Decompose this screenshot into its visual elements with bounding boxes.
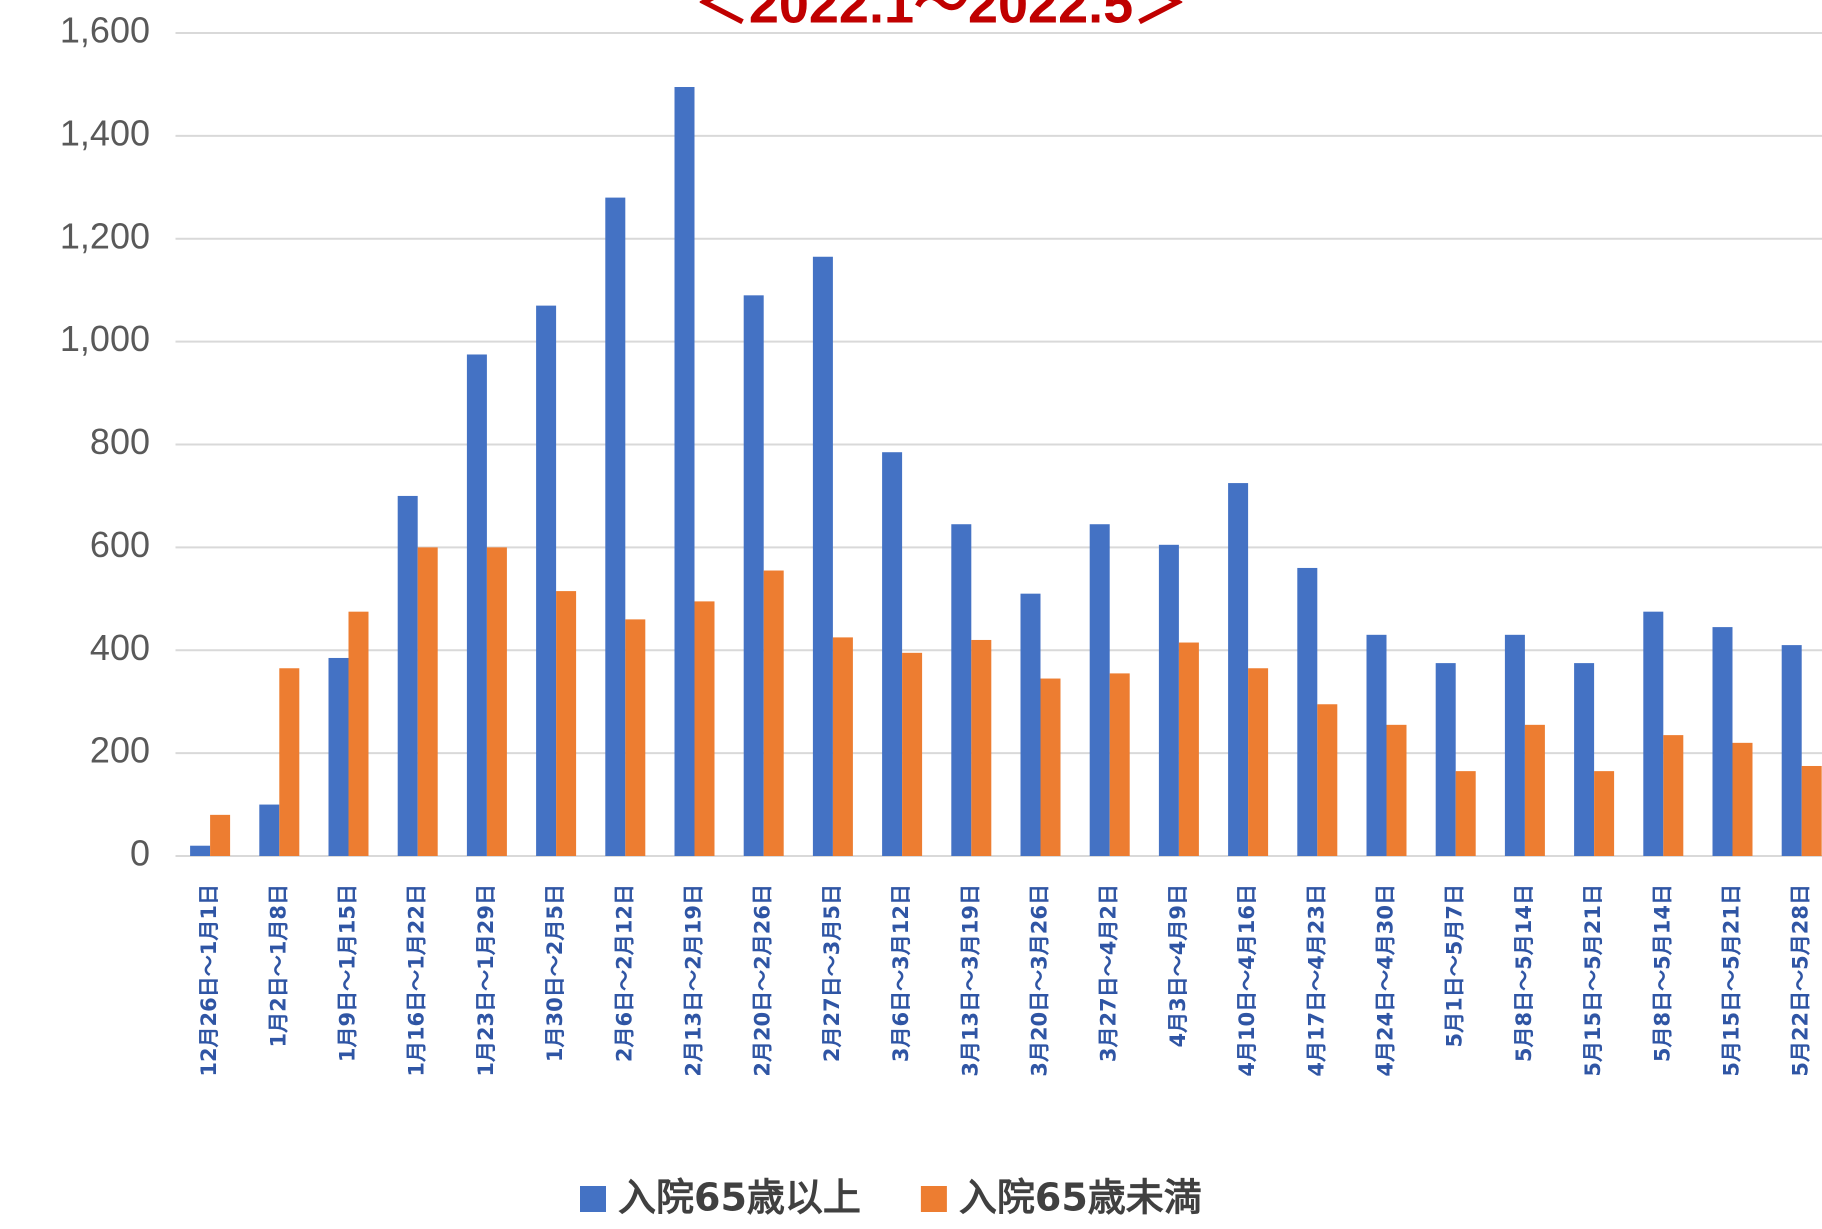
bar (1594, 771, 1615, 856)
x-tick-label: 1月23日～1月29日 (474, 884, 498, 1077)
legend-swatch (580, 1186, 606, 1212)
x-tick-label: 3月20日～3月26日 (1028, 884, 1052, 1077)
bar (259, 804, 280, 856)
y-tick-label: 800 (90, 421, 150, 462)
bar (1228, 483, 1249, 856)
legend-label: 入院65歳未満 (959, 1176, 1202, 1220)
x-tick-label: 5月1日～5月7日 (1443, 884, 1467, 1047)
chart-title: ＜2022.1～2022.5＞ (695, 0, 1187, 34)
bar (674, 87, 695, 856)
bar (971, 639, 992, 856)
x-tick-label: 5月8日～5月14日 (1650, 884, 1674, 1062)
bar (1158, 544, 1179, 856)
x-tick-label: 1月9日～1月15日 (336, 884, 360, 1062)
x-tick-label: 2月13日～2月19日 (682, 884, 706, 1077)
bar (1504, 634, 1525, 856)
x-tick-label: 5月22日～5月28日 (1789, 884, 1813, 1077)
bar (1317, 704, 1338, 856)
x-tick-label: 4月24日～4月30日 (1374, 884, 1398, 1077)
x-tick-label: 12月26日～1月1日 (197, 884, 221, 1077)
x-tick-label: 2月6日～2月12日 (612, 884, 636, 1062)
legend: 入院65歳以上 入院65歳未満 (580, 1176, 1202, 1220)
y-tick-label: 1,400 (60, 112, 150, 153)
bar (1574, 663, 1595, 856)
bar (1781, 645, 1802, 856)
bar (1248, 668, 1269, 856)
x-tick-label: 4月3日～4月9日 (1166, 884, 1190, 1047)
legend-label: 入院65歳以上 (618, 1176, 861, 1220)
bar (882, 452, 903, 856)
x-tick-label: 1月30日～2月5日 (543, 884, 567, 1062)
bar (763, 570, 784, 856)
bar (694, 601, 715, 856)
bar (743, 295, 764, 856)
x-tick-label: 3月27日～4月2日 (1097, 884, 1121, 1062)
x-tick-label: 4月10日～4月16日 (1235, 884, 1259, 1077)
bar (1712, 627, 1733, 856)
bar (605, 197, 626, 857)
y-tick-label: 600 (90, 524, 150, 565)
bar (1455, 771, 1476, 856)
bar (348, 611, 369, 856)
y-tick-label: 400 (90, 627, 150, 668)
bar (1109, 673, 1130, 856)
x-tick-label: 5月8日～5月14日 (1512, 884, 1536, 1062)
bar (210, 814, 231, 856)
x-tick-label: 5月15日～5月21日 (1581, 884, 1605, 1077)
bar (1524, 724, 1545, 856)
y-tick-label: 1,200 (60, 215, 150, 256)
x-tick-label: 2月27日～3月5日 (820, 884, 844, 1062)
bar (951, 524, 972, 856)
x-tick-label: 4月17日～4月23日 (1304, 884, 1328, 1077)
bar (832, 637, 853, 856)
bar (812, 256, 833, 856)
bar (1040, 678, 1061, 856)
bar (279, 668, 300, 856)
bar (1435, 663, 1456, 856)
bar (1020, 593, 1041, 856)
bar (1643, 611, 1664, 856)
bar (536, 305, 557, 856)
bar (190, 845, 211, 856)
x-tick-label: 5月15日～5月21日 (1720, 884, 1744, 1077)
bar (397, 495, 418, 856)
x-tick-label: 1月2日～1月8日 (266, 884, 290, 1047)
bar (1297, 567, 1318, 856)
bar (486, 547, 507, 856)
x-tick-label: 3月6日～3月12日 (889, 884, 913, 1062)
y-tick-label: 0 (130, 833, 150, 874)
legend-swatch (920, 1186, 947, 1212)
bar (1178, 642, 1199, 856)
y-tick-label: 1,600 (60, 10, 150, 51)
bar (625, 619, 646, 856)
bar (556, 591, 577, 856)
bar (1366, 634, 1387, 856)
y-tick-label: 1,000 (60, 318, 150, 359)
x-tick-label: 3月13日～3月19日 (958, 884, 982, 1077)
bar (1386, 724, 1407, 856)
bar (1801, 765, 1822, 856)
bar (466, 354, 487, 856)
bar (417, 547, 438, 856)
y-tick-label: 200 (90, 730, 150, 771)
bar (328, 657, 349, 856)
bar (1663, 735, 1684, 856)
bar (1089, 524, 1110, 856)
bar (902, 652, 923, 856)
bar (1732, 742, 1753, 856)
x-tick-label: 2月20日～2月26日 (751, 884, 775, 1077)
x-tick-label: 1月16日～1月22日 (405, 884, 429, 1077)
